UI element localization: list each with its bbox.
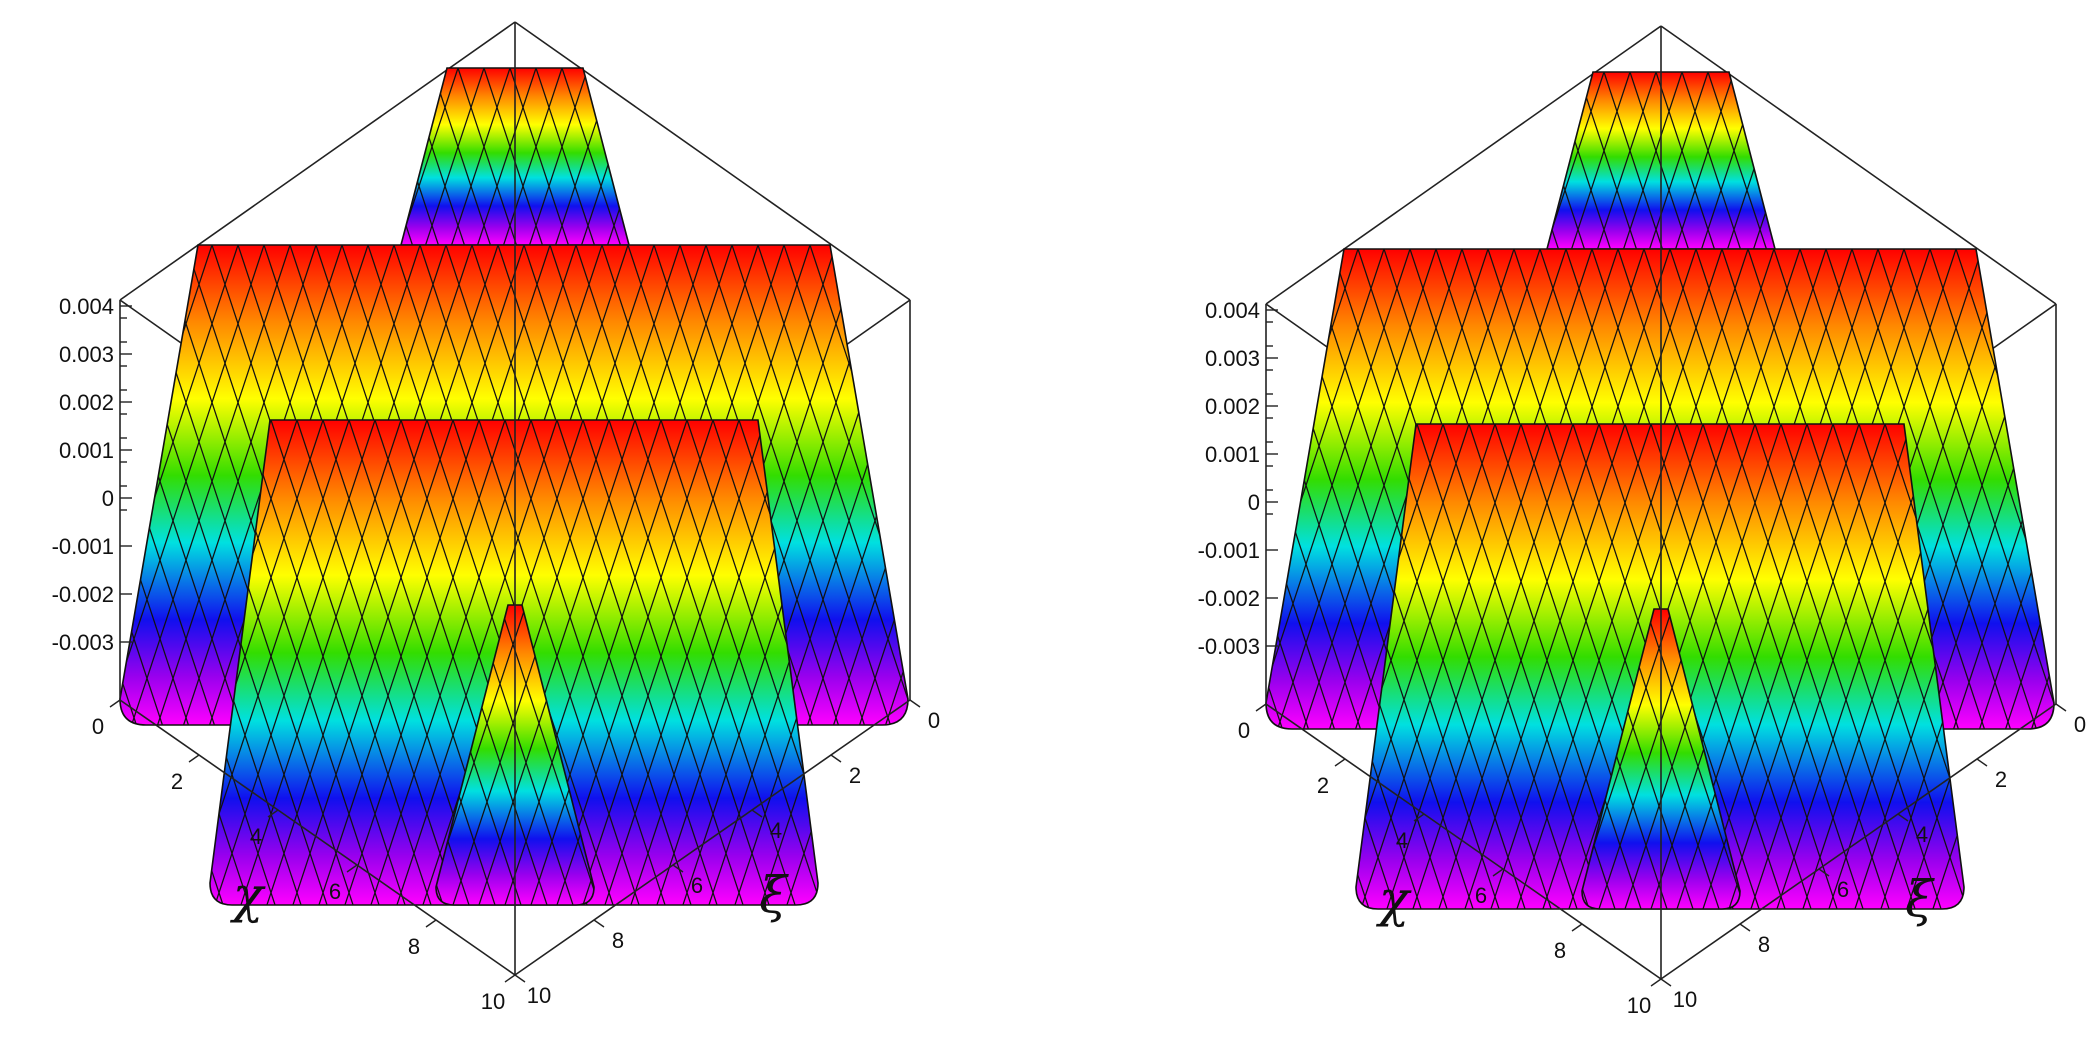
xi-axis: 0 2 4 6 8 10 ξ (1660, 703, 2086, 1012)
z-tick-label: 0.003 (1205, 346, 1260, 371)
chi-axis: 0 2 4 6 8 10 χ (92, 699, 516, 1014)
chi-tick-label: 4 (1396, 828, 1408, 853)
surface-plot-left: 0.0040.0030.0020.0010-0.001-0.002-0.0030… (52, 21, 940, 1014)
surface-ridge-back-outline (119, 244, 909, 726)
z-tick-label: 0 (102, 486, 114, 511)
chi-tick-label: 6 (1475, 883, 1487, 908)
xi-tick-label: 0 (928, 708, 940, 733)
z-tick-label: 0.003 (59, 342, 114, 367)
z-tick-label: 0.001 (1205, 442, 1260, 467)
chi-tick-label: 2 (1317, 773, 1329, 798)
xi-axis-title: ξ (1905, 870, 1935, 928)
xi-tick-label: 2 (1995, 767, 2007, 792)
chi-axis: 0 2 4 6 8 10 χ (1238, 703, 1662, 1018)
xi-tick-label: 2 (849, 763, 861, 788)
xi-tick-label: 4 (770, 818, 782, 843)
surface-spike-front-outline (1581, 608, 1741, 910)
z-tick-label: 0.002 (59, 390, 114, 415)
xi-tick-label: 10 (1673, 987, 1697, 1012)
xi-tick-label: 4 (1916, 822, 1928, 847)
chi-tick-label: 0 (92, 714, 104, 739)
xi-tick-label: 8 (612, 928, 624, 953)
chi-tick-label: 0 (1238, 718, 1250, 743)
z-tick-label: 0.002 (1205, 394, 1260, 419)
z-axis: 0.004 0.003 0.002 0.001 0 -0.001 -0.002 -0.003 (1198, 298, 1278, 659)
z-tick-label: -0.002 (1198, 586, 1260, 611)
z-tick-label: 0 (1248, 490, 1260, 515)
xi-tick-label: 0 (2074, 712, 2086, 737)
surface-ridge-front-outline (1355, 423, 1965, 910)
z-tick-label: 0.004 (1205, 298, 1260, 323)
chi-tick-label: 6 (329, 879, 341, 904)
z-tick-label: -0.003 (52, 630, 114, 655)
surface-peak-back (1545, 71, 1777, 250)
z-tick-label: -0.002 (52, 582, 114, 607)
surface-ridge-front-outline (209, 419, 819, 906)
z-tick-label: -0.003 (1198, 634, 1260, 659)
z-tick-label: -0.001 (1198, 538, 1260, 563)
z-axis: 0.004 0.003 0.002 0.001 0 -0.001 -0.002 -0.003 (52, 294, 132, 655)
xi-tick-label: 10 (527, 983, 551, 1008)
z-tick-label: 0.001 (59, 438, 114, 463)
chi-tick-label: 10 (481, 989, 505, 1014)
chi-axis-title: χ (230, 866, 266, 924)
xi-axis-title: ξ (759, 866, 789, 924)
z-tick-label: 0.004 (59, 294, 114, 319)
xi-tick-label: 6 (1837, 877, 1849, 902)
chi-tick-label: 8 (1554, 938, 1566, 963)
chi-tick-label: 2 (171, 769, 183, 794)
bounding-box-front (119, 22, 911, 976)
surface-peak-back (399, 67, 631, 246)
xi-tick-label: 8 (1758, 932, 1770, 957)
chi-axis-title: χ (1376, 870, 1412, 928)
z-tick-label: -0.001 (52, 534, 114, 559)
chi-tick-label: 8 (408, 934, 420, 959)
surface-spike-front-outline (435, 604, 595, 906)
surface-ridge-front-mesh (210, 420, 818, 905)
surface-plot-right: 0.0040.0030.0020.0010-0.001-0.002-0.0030… (1198, 25, 2086, 1018)
surface-ridge-back-outline (1265, 248, 2055, 730)
chi-tick-label: 10 (1627, 993, 1651, 1018)
xi-axis: 0 2 4 6 8 10 ξ (514, 699, 940, 1008)
chi-tick-label: 4 (250, 824, 262, 849)
xi-tick-label: 6 (691, 873, 703, 898)
